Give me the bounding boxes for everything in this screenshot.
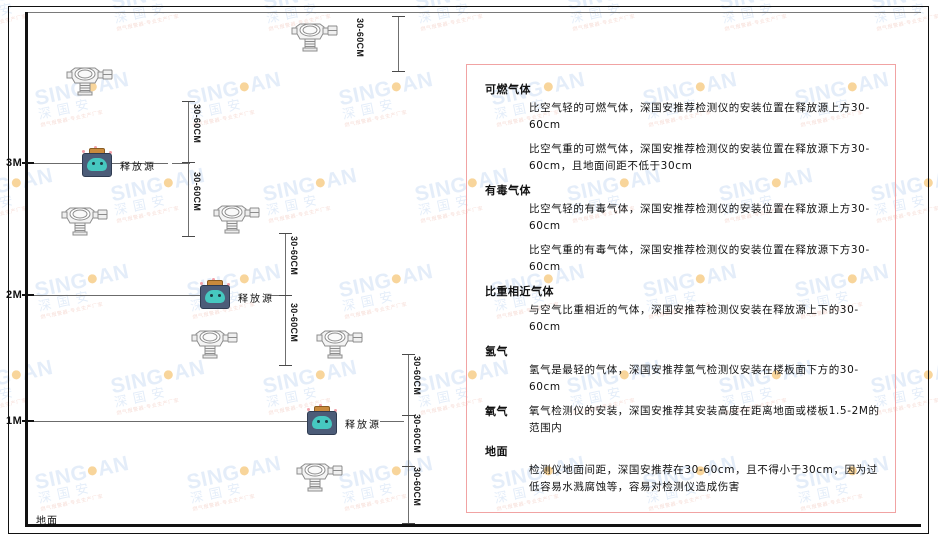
panel-section-paragraph: 比空气重的可燃气体，深国安推荐检测仪的安装位置在释放源下方30-60cm，且地面… [529, 143, 870, 172]
ground-label: 地面 [36, 516, 58, 527]
gas-detector-icon [65, 62, 117, 102]
ceiling-line [25, 12, 921, 13]
level-tick-1m [22, 420, 34, 422]
dimension-label-2m-lower: 30-60CM [289, 303, 299, 343]
panel-section-paragraph: 比空气轻的有毒气体，深国安推荐检测仪的安装位置在释放源上方30-60cm [529, 203, 870, 232]
level-line-1m [28, 421, 310, 422]
panel-section: 可燃气体比空气轻的可燃气体，深国安推荐检测仪的安装位置在释放源上方30-60cm… [481, 81, 881, 175]
gas-detector-icon [190, 325, 242, 365]
dimension-label-3m-lower: 30-60CM [192, 172, 202, 212]
dimension-label-1m-lower: 30-60CM [412, 467, 422, 507]
panel-section: 氧气 氧气检测仪的安装，深国安推荐其安装高度在距离地面或楼板1.5-2M的范围内 [481, 403, 881, 437]
panel-section-title: 氧气 [485, 405, 508, 418]
vertical-axis [25, 12, 28, 526]
level-label-1m: 1M [6, 415, 23, 427]
release-source-icon-3m [80, 146, 114, 178]
panel-section-body: 比空气轻的可燃气体，深国安推荐检测仪的安装位置在释放源上方30-60cm 比空气重… [529, 100, 881, 175]
panel-section-title: 氢气 [485, 345, 508, 358]
panel-section-body: 比空气轻的有毒气体，深国安推荐检测仪的安装位置在释放源上方30-60cm 比空气重… [529, 201, 881, 276]
panel-section-paragraph: 检测仪地面间距，深国安推荐在30-60cm，且不得小于30cm，因为过低容易水溅… [529, 464, 878, 493]
release-source-icon-2m [198, 278, 232, 310]
panel-section-paragraph: 氢气是最轻的气体，深国安推荐氢气检测仪安装在楼板面下方的30-60cm [529, 364, 859, 393]
release-source-label-3m: 释放源 [120, 162, 156, 173]
panel-section: 氢气氢气是最轻的气体，深国安推荐氢气检测仪安装在楼板面下方的30-60cm [481, 343, 881, 396]
panel-section-body: 检测仪地面间距，深国安推荐在30-60cm，且不得小于30cm，因为过低容易水溅… [529, 462, 881, 496]
dimension-label-2m-upper: 30-60CM [289, 236, 299, 276]
panel-section-body: 与空气比重相近的气体，深国安推荐检测仪安装在释放源上下的30-60cm [529, 302, 881, 336]
panel-section-paragraph: 氧气检测仪的安装，深国安推荐其安装高度在距离地面或楼板1.5-2M的范围内 [529, 405, 880, 434]
release-source-lead-1m [380, 421, 404, 422]
gas-detector-icon [60, 202, 112, 242]
panel-section: 有毒气体比空气轻的有毒气体，深国安推荐检测仪的安装位置在释放源上方30-60cm… [481, 182, 881, 276]
dimension-label-ceiling: 30-60CM [355, 18, 365, 58]
panel-section-inline: 氧气 氧气检测仪的安装，深国安推荐其安装高度在距离地面或楼板1.5-2M的范围内 [481, 403, 881, 437]
outer-frame [8, 6, 929, 534]
level-label-3m: 3M [6, 157, 23, 169]
dimension-label-1m-middle: 30-60CM [412, 414, 422, 454]
level-tick-2m [22, 294, 34, 296]
ground-baseline [25, 524, 921, 527]
dimension-label-1m-upper: 30-60CM [412, 356, 422, 396]
panel-section-paragraph: 与空气比重相近的气体，深国安推荐检测仪安装在释放源上下的30-60cm [529, 304, 859, 333]
level-tick-3m [22, 162, 34, 164]
level-label-2m: 2M [6, 289, 23, 301]
release-source-icon-1m [305, 404, 339, 436]
release-source-label-2m: 释放源 [238, 294, 274, 305]
info-panel: 可燃气体比空气轻的可燃气体，深国安推荐检测仪的安装位置在释放源上方30-60cm… [466, 64, 896, 513]
panel-section-paragraph: 比空气重的有毒气体，深国安推荐检测仪的安装位置在释放源下方30-60cm [529, 244, 870, 273]
panel-section-body: 氢气是最轻的气体，深国安推荐氢气检测仪安装在楼板面下方的30-60cm [529, 362, 881, 396]
release-source-label-1m: 释放源 [345, 420, 381, 431]
panel-section-title: 地面 [485, 445, 508, 458]
panel-section-title: 有毒气体 [485, 184, 531, 197]
panel-section-title: 可燃气体 [485, 83, 531, 96]
panel-section: 比重相近气体与空气比重相近的气体，深国安推荐检测仪安装在释放源上下的30-60c… [481, 283, 881, 336]
gas-detector-icon [295, 458, 347, 498]
gas-detector-icon [290, 18, 342, 58]
dimension-label-3m-upper: 30-60CM [192, 104, 202, 144]
panel-section-paragraph: 比空气轻的可燃气体，深国安推荐检测仪的安装位置在释放源上方30-60cm [529, 102, 870, 131]
gas-detector-icon [315, 325, 367, 365]
panel-section: 地面检测仪地面间距，深国安推荐在30-60cm，且不得小于30cm，因为过低容易… [481, 443, 881, 496]
gas-detector-icon [212, 200, 264, 240]
release-source-lead-3m [172, 163, 190, 164]
level-line-2m [28, 295, 208, 296]
panel-section-title: 比重相近气体 [485, 285, 554, 298]
